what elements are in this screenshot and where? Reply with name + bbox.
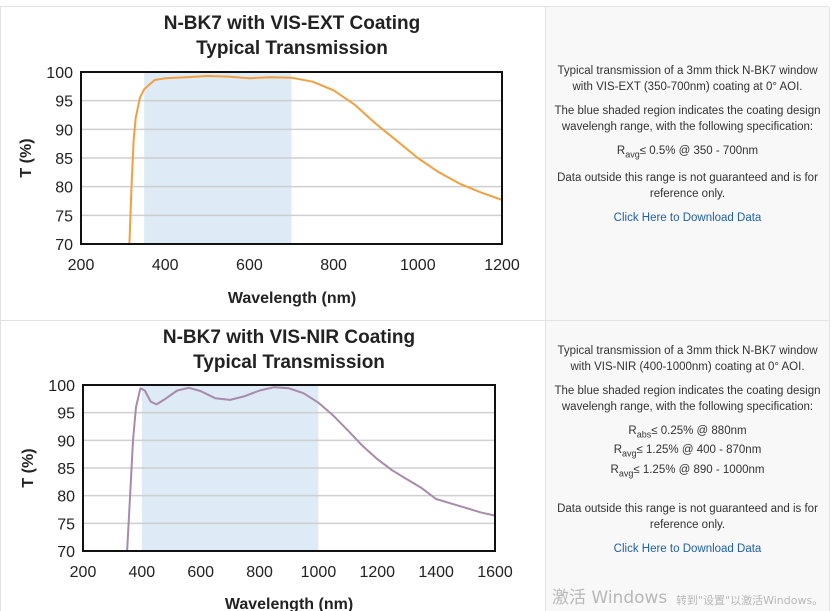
x-tick-label: 1600	[477, 564, 513, 581]
spec-line: Ravg≤ 1.25% @ 400 - 870nm	[550, 442, 825, 461]
spec-text: ≤ 1.25% @ 890 - 1000nm	[633, 463, 765, 476]
disclaimer: Data outside this range is not guarantee…	[557, 172, 818, 201]
chart-cell: N-BK7 with VIS-NIR Coating Typical Transm…	[0, 321, 546, 611]
spec-symbol: R	[613, 444, 623, 457]
table-row: N-BK7 with VIS-NIR Coating Typical Transm…	[0, 320, 830, 611]
spec-subscript: avg	[622, 448, 637, 459]
spec-line: Ravg≤ 1.25% @ 890 - 1000nm	[550, 462, 825, 481]
x-tick-label: 800	[246, 564, 273, 581]
spec-text: ≤ 1.25% @ 400 - 870nm	[636, 444, 762, 457]
description-cell: Typical transmission of a 3mm thick N-BK…	[545, 321, 830, 611]
x-tick-label: 1200	[484, 257, 520, 274]
activation-watermark-title: 激活 Windows	[552, 588, 668, 608]
spec-subscript: avg	[618, 467, 634, 478]
transmission-line	[126, 386, 496, 552]
plot-frame	[82, 384, 496, 552]
spec-symbol: R	[628, 425, 637, 437]
x-tick-label: 800	[320, 257, 347, 274]
y-tick-label: 100	[46, 65, 73, 82]
spec-subscript: avg	[625, 149, 640, 160]
y-tick-label: 80	[57, 489, 75, 506]
vis-nir-transmission-chart: N-BK7 with VIS-NIR Coating Typical Transm…	[20, 327, 513, 611]
y-tick-label: 70	[55, 237, 73, 254]
y-axis-label: T (%)	[18, 138, 35, 177]
spec-list: Rabs≤ 0.25% @ 880nm Ravg≤ 1.25% @ 400 - …	[550, 423, 825, 481]
download-data-link[interactable]: Click Here to Download Data	[613, 542, 762, 555]
spec-symbol: R	[616, 145, 626, 157]
x-tick-label: 600	[187, 564, 214, 581]
spec-line: Rabs≤ 0.25% @ 880nm	[550, 423, 825, 442]
y-tick-label: 85	[55, 151, 73, 168]
chart-title: Typical Transmission	[196, 38, 388, 59]
x-tick-label: 600	[236, 257, 263, 274]
y-tick-label: 90	[57, 433, 75, 450]
x-axis-label: Wavelength (nm)	[225, 596, 353, 611]
transmission-line	[128, 75, 503, 245]
x-tick-label: 400	[129, 564, 156, 581]
x-tick-label: 400	[152, 257, 179, 274]
spec-symbol: R	[610, 463, 619, 476]
table-row: N-BK7 with VIS-EXT Coating Typical Transm…	[0, 6, 830, 321]
description: Typical transmission of a 3mm thick N-BK…	[550, 63, 825, 234]
y-tick-label: 95	[57, 406, 75, 423]
download-data-link[interactable]: Click Here to Download Data	[613, 212, 762, 225]
spec-text: ≤ 0.25% @ 880nm	[651, 425, 747, 437]
plot-frame	[80, 71, 503, 245]
x-tick-label: 1400	[418, 564, 454, 581]
intro-text: Typical transmission of a 3mm thick N-BK…	[557, 345, 818, 373]
disclaimer: Data outside this range is not guarantee…	[557, 502, 818, 531]
shade-note: The blue shaded region indicates the coa…	[554, 105, 821, 133]
y-tick-label: 90	[55, 122, 73, 139]
chart-title: N-BK7 with VIS-NIR Coating	[163, 327, 415, 348]
y-tick-label: 100	[48, 378, 75, 395]
x-axis-label: Wavelength (nm)	[228, 290, 356, 307]
spec-text: ≤ 0.5% @ 350 - 700nm	[639, 145, 759, 157]
shade-note: The blue shaded region indicates the coa…	[554, 385, 821, 413]
x-tick-label: 1200	[359, 564, 395, 581]
chart-title: Typical Transmission	[193, 352, 385, 373]
y-tick-label: 70	[57, 544, 75, 561]
intro-text: Typical transmission of a 3mm thick N-BK…	[557, 65, 818, 93]
spec-subscript: abs	[636, 429, 652, 440]
activation-watermark-subtitle: 转到"设置"以激活Windows。	[676, 594, 824, 607]
y-axis-label: T (%)	[20, 448, 37, 487]
y-tick-label: 80	[55, 180, 73, 197]
spec-line: Ravg≤ 0.5% @ 350 - 700nm	[550, 143, 825, 162]
description-cell: Typical transmission of a 3mm thick N-BK…	[545, 7, 830, 321]
x-tick-label: 200	[70, 564, 97, 581]
y-tick-label: 75	[57, 516, 75, 533]
y-tick-label: 75	[55, 208, 73, 225]
vis-ext-transmission-chart: N-BK7 with VIS-EXT Coating Typical Transm…	[18, 13, 520, 307]
chart-title: N-BK7 with VIS-EXT Coating	[164, 13, 421, 34]
chart-cell: N-BK7 with VIS-EXT Coating Typical Transm…	[0, 7, 546, 321]
x-tick-label: 1000	[301, 564, 337, 581]
x-tick-label: 1000	[400, 257, 436, 274]
description: Typical transmission of a 3mm thick N-BK…	[550, 343, 825, 565]
y-tick-label: 85	[57, 461, 75, 478]
y-tick-label: 95	[55, 94, 73, 111]
x-tick-label: 200	[68, 257, 95, 274]
spec-list: Ravg≤ 0.5% @ 350 - 700nm	[550, 143, 825, 162]
